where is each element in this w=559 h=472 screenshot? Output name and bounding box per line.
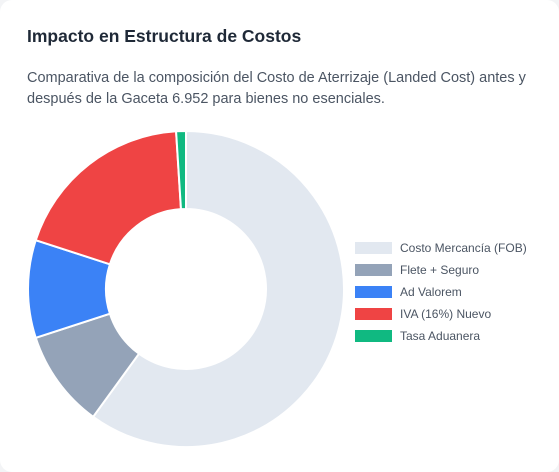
chart-subtitle: Comparativa de la composición del Costo … <box>27 70 526 107</box>
legend-item[interactable]: Costo Mercancía (FOB) <box>355 237 527 259</box>
donut-slice-1[interactable] <box>91 129 345 448</box>
legend-label: IVA (16%) Nuevo <box>400 307 492 321</box>
legend-item[interactable]: IVA (16%) Nuevo <box>355 303 527 325</box>
legend-label: Flete + Seguro <box>400 263 480 277</box>
donut-slice-5[interactable] <box>175 129 187 211</box>
legend-label: Costo Mercancía (FOB) <box>400 241 527 255</box>
legend-item[interactable]: Ad Valorem <box>355 281 527 303</box>
legend-label: Tasa Aduanera <box>400 329 481 343</box>
legend-item[interactable]: Flete + Seguro <box>355 259 527 281</box>
legend-swatch <box>355 286 392 298</box>
legend-label: Ad Valorem <box>400 285 462 299</box>
legend-swatch <box>355 242 392 254</box>
legend-swatch <box>355 264 392 276</box>
legend-swatch <box>355 308 392 320</box>
legend-swatch <box>355 330 392 342</box>
donut-slice-4[interactable] <box>34 130 183 266</box>
chart-title: Impacto en Estructura de Costos <box>27 26 302 46</box>
legend-item[interactable]: Tasa Aduanera <box>355 325 527 347</box>
chart-legend: Costo Mercancía (FOB) Flete + Seguro Ad Va… <box>355 237 527 347</box>
